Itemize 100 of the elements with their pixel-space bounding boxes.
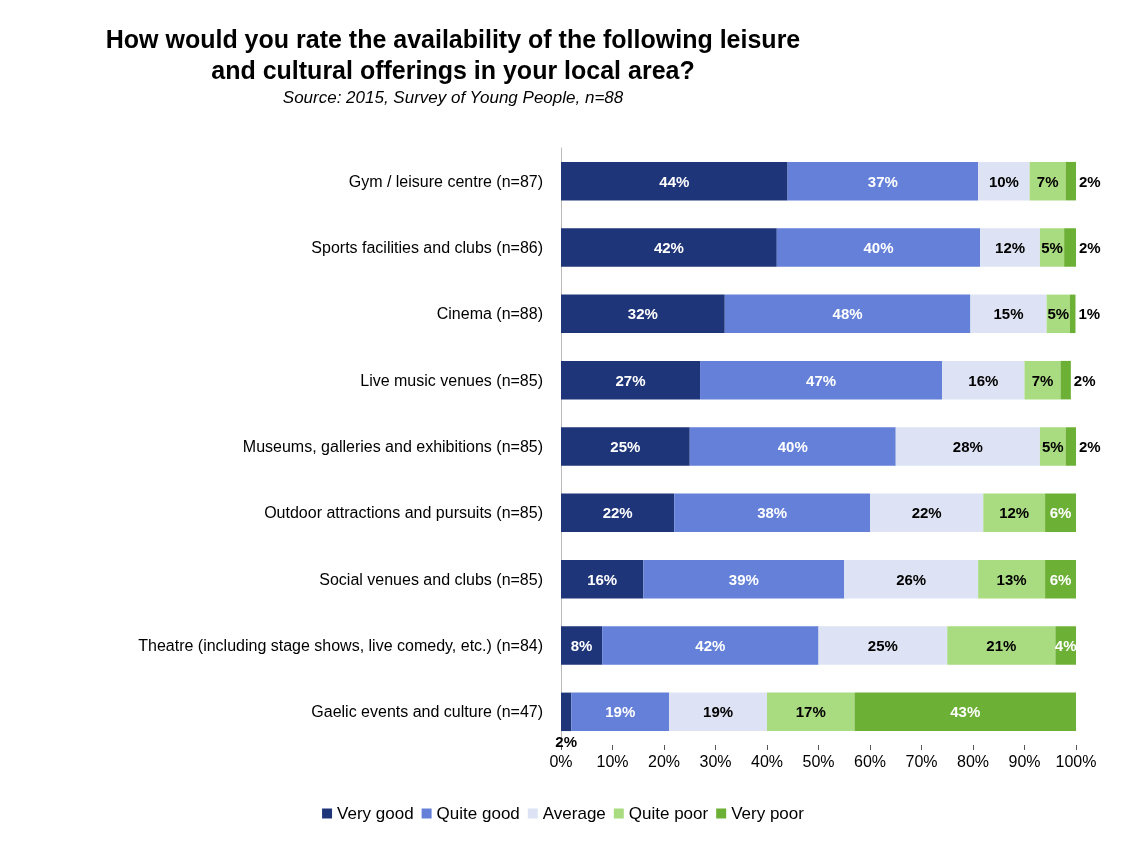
bar — [571, 692, 670, 732]
data-label: 2% — [1079, 239, 1101, 256]
legend-label: Very poor — [731, 804, 805, 823]
data-label: 21% — [986, 637, 1017, 654]
bar — [980, 228, 1040, 267]
data-label: 10% — [988, 172, 1019, 190]
bar — [674, 493, 870, 533]
data-label: 44% — [659, 172, 690, 190]
y-tick-label: Museums, galleries and exhibitions (n=85) — [242, 438, 543, 455]
data-label: 32% — [627, 305, 658, 323]
data-label: 17% — [795, 703, 826, 721]
bar — [643, 559, 845, 599]
x-tick-label: 20% — [647, 752, 681, 770]
bar — [689, 427, 896, 466]
bar — [787, 161, 979, 201]
x-tick-label: 30% — [699, 752, 732, 770]
bar — [970, 294, 1047, 334]
x-tick-label: 80% — [956, 752, 990, 770]
bar — [669, 692, 767, 732]
bar — [561, 493, 675, 533]
data-label: 6% — [1049, 570, 1072, 588]
bar — [1060, 360, 1071, 400]
bar — [561, 692, 572, 732]
data-label: 28% — [952, 438, 983, 455]
data-label: 25% — [867, 637, 898, 654]
y-tick-label: Gaelic events and culture (n=47) — [311, 703, 543, 721]
bar — [978, 559, 1046, 599]
data-label: 1% — [1078, 305, 1101, 323]
data-label: 5% — [1041, 438, 1064, 455]
bar — [561, 294, 725, 334]
data-label: 13% — [996, 570, 1027, 588]
data-label: 15% — [993, 305, 1024, 323]
data-label: 27% — [615, 371, 646, 389]
data-label: 16% — [587, 570, 618, 588]
bar — [561, 161, 788, 201]
legend-label: Quite poor — [628, 804, 709, 823]
x-tick-label: 10% — [596, 752, 629, 770]
data-label: 40% — [777, 438, 808, 455]
data-label: 48% — [832, 305, 863, 323]
data-label: 12% — [999, 504, 1030, 522]
data-label: 2% — [1079, 438, 1101, 455]
x-tick-label: 50% — [802, 752, 835, 770]
x-tick-label: 0% — [549, 752, 573, 770]
bar — [844, 559, 979, 599]
data-label: 2% — [1073, 371, 1096, 389]
y-tick-label: Social venues and clubs (n=85) — [319, 570, 543, 588]
data-label: 19% — [605, 703, 636, 721]
y-tick-label: Gym / leisure centre (n=87) — [348, 172, 543, 190]
bar — [947, 626, 1056, 665]
y-tick-label: Outdoor attractions and pursuits (n=85) — [264, 504, 543, 522]
bar — [854, 692, 1076, 732]
bar — [561, 228, 777, 267]
data-label: 43% — [950, 703, 981, 721]
bar — [818, 626, 948, 665]
data-label: 42% — [695, 637, 726, 654]
legend-label: Quite good — [436, 804, 520, 823]
data-label: 12% — [995, 239, 1026, 256]
bar — [1065, 427, 1076, 466]
data-label: 40% — [863, 239, 894, 256]
bar — [1065, 161, 1076, 201]
data-label: 38% — [757, 504, 788, 522]
data-label: 19% — [703, 703, 734, 721]
bar — [1064, 228, 1076, 267]
bar — [942, 360, 1025, 400]
data-label: 5% — [1041, 239, 1063, 256]
data-label: 39% — [728, 570, 759, 588]
bar — [776, 228, 981, 267]
bar — [561, 626, 603, 665]
y-tick-label: Theatre (including stage shows, live comedy, etc.) (n=84) — [138, 637, 543, 654]
data-label: 5% — [1047, 305, 1070, 323]
x-tick-label: 100% — [1055, 752, 1097, 770]
data-label: 7% — [1031, 371, 1054, 389]
bar — [561, 360, 701, 400]
bar — [724, 294, 971, 334]
data-label: 7% — [1036, 172, 1059, 190]
bar — [561, 559, 644, 599]
data-label: 37% — [867, 172, 898, 190]
x-tick-label: 90% — [1008, 752, 1041, 770]
bar — [767, 692, 855, 732]
x-tick-label: 40% — [750, 752, 784, 770]
data-label: 22% — [602, 504, 633, 522]
bar — [895, 427, 1040, 466]
data-label: 8% — [570, 637, 593, 654]
data-label: 26% — [896, 570, 927, 588]
y-tick-label: Live music venues (n=85) — [360, 371, 543, 389]
chart-subtitle: Source: 2015, Survey of Young People, n=88 — [282, 88, 624, 107]
x-tick-label: 70% — [905, 752, 938, 770]
x-tick-label: 60% — [853, 752, 887, 770]
data-label: 47% — [806, 371, 837, 389]
bar — [561, 427, 690, 466]
data-label: 16% — [968, 371, 999, 389]
y-tick-label: Sports facilities and clubs (n=86) — [311, 239, 543, 256]
data-label: 22% — [911, 504, 942, 522]
bar — [602, 626, 819, 665]
data-label: 6% — [1049, 504, 1072, 522]
data-label: 42% — [653, 239, 684, 256]
bar — [983, 493, 1046, 533]
bar — [870, 493, 984, 533]
legend-label: Very good — [337, 804, 414, 823]
data-label: 2% — [555, 733, 577, 751]
